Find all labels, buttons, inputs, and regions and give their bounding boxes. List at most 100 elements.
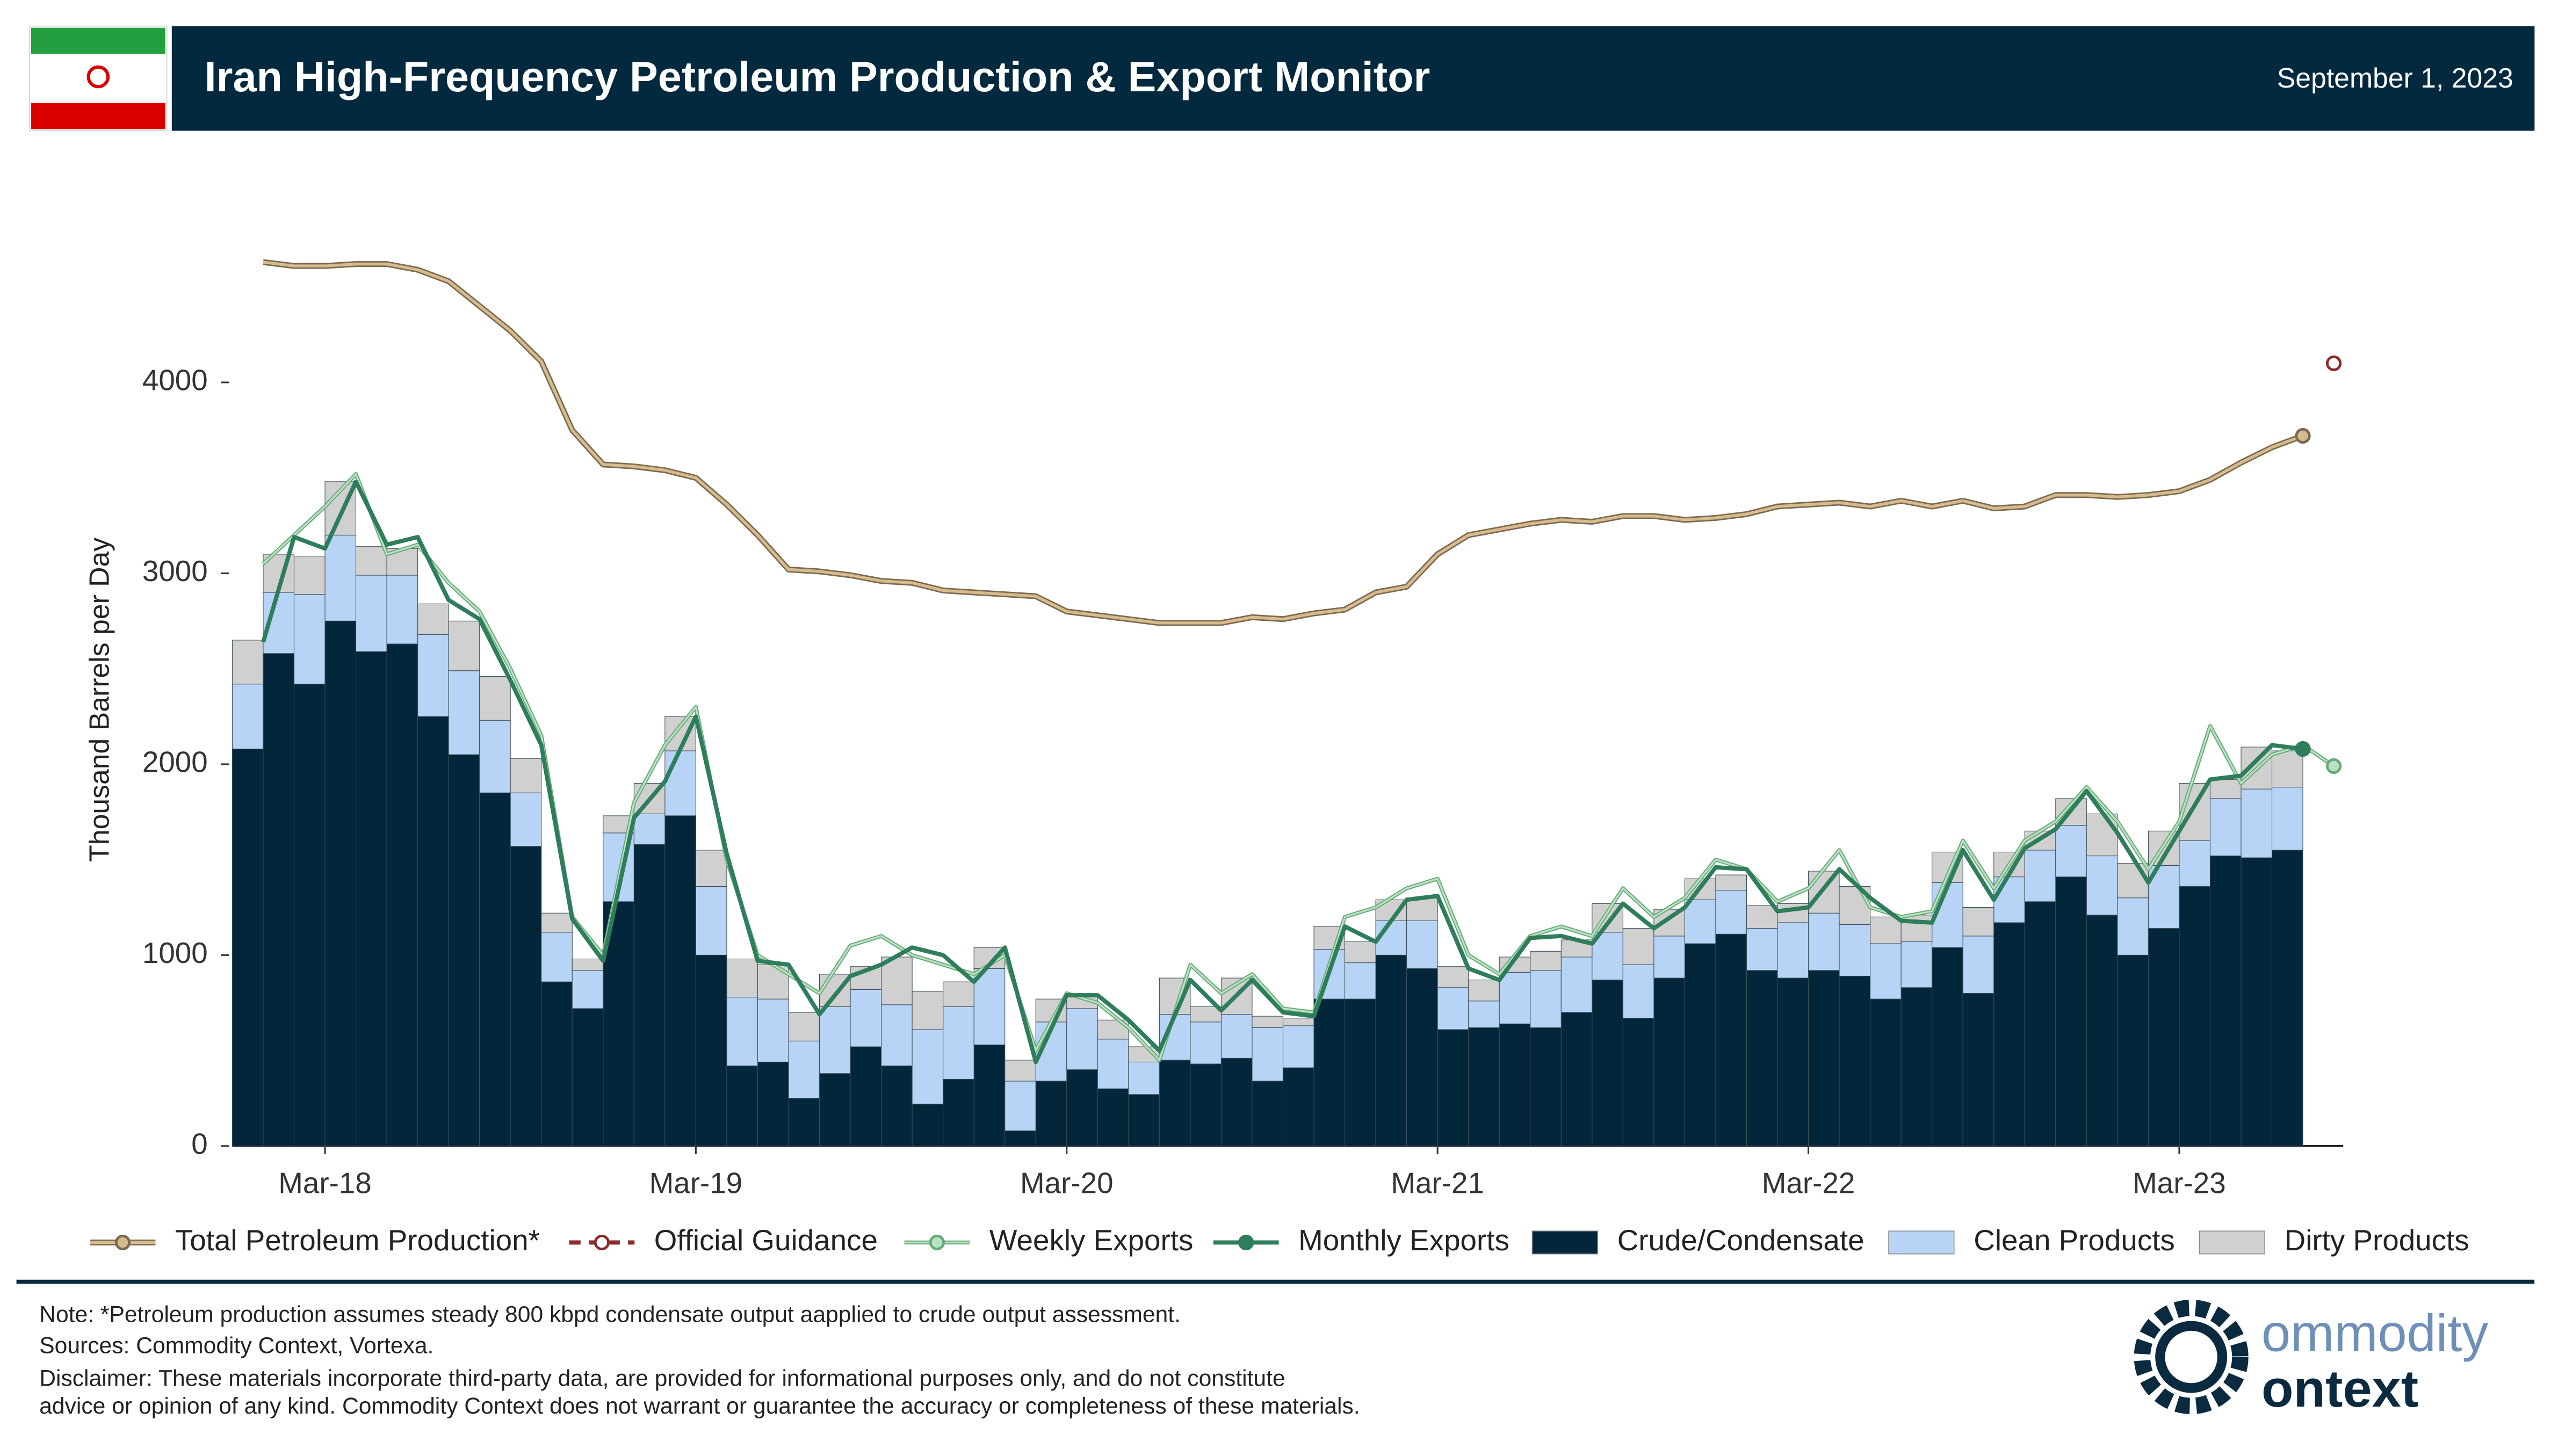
bar-segment xyxy=(510,846,542,1147)
flag-emblem xyxy=(86,65,110,89)
bar-segment xyxy=(1622,928,1654,965)
bar-segment xyxy=(664,750,696,816)
bar-segment xyxy=(1653,977,1685,1147)
bar-segment xyxy=(1313,998,1346,1147)
footer-note: Sources: Commodity Context, Vortexa. xyxy=(39,1333,433,1359)
bar-segment xyxy=(850,1046,882,1147)
bar-segment xyxy=(912,991,944,1030)
bar-segment xyxy=(1252,1027,1284,1082)
end-marker xyxy=(2325,355,2342,372)
x-tick-label: Mar-19 xyxy=(649,1166,743,1199)
x-tick-label: Mar-22 xyxy=(1762,1166,1855,1199)
bar-segment xyxy=(448,754,480,1147)
bar-segment xyxy=(356,546,387,576)
legend-label: Monthly Exports xyxy=(1298,1223,1509,1257)
bar-segment xyxy=(1962,936,1994,994)
bar-segment xyxy=(912,1029,944,1105)
bar-segment xyxy=(726,997,758,1067)
bar-segment xyxy=(695,850,727,887)
bar-segment xyxy=(1900,941,1933,988)
bar-segment xyxy=(1653,936,1685,979)
bar-segment xyxy=(479,792,511,1147)
bar-segment xyxy=(232,748,264,1147)
bar-segment xyxy=(1962,993,1994,1147)
logo: ommodity ontext xyxy=(2134,1299,2488,1418)
bar-segment xyxy=(293,684,326,1147)
bar-segment xyxy=(1252,1016,1284,1028)
end-marker xyxy=(2295,428,2311,444)
y-tick-label: 2000 xyxy=(142,745,208,778)
y-axis-label: Thousand Barrels per Day xyxy=(84,538,115,862)
bar-segment xyxy=(1715,890,1747,935)
bar-segment xyxy=(1437,987,1469,1030)
lines xyxy=(261,259,2342,1064)
flag-red xyxy=(31,103,165,129)
bar-segment xyxy=(1004,1130,1036,1147)
bar-segment xyxy=(1220,1057,1253,1147)
bar-segment xyxy=(1622,1018,1654,1147)
bar-segment xyxy=(881,1004,913,1067)
bar-segment xyxy=(324,620,357,1147)
bar-segment xyxy=(1066,1008,1098,1070)
bar-segment xyxy=(448,620,480,671)
bar-segment xyxy=(973,968,1006,1045)
bar-segment xyxy=(572,1008,604,1147)
bar-segment xyxy=(1282,1018,1314,1026)
bar-segment xyxy=(293,594,326,685)
bar-segment xyxy=(232,640,264,685)
y-tick-label: 1000 xyxy=(142,936,208,969)
bar-segment xyxy=(1468,1001,1500,1028)
bar-segment xyxy=(1437,1029,1469,1147)
bar-segment xyxy=(572,970,604,1009)
bar-segment xyxy=(2117,897,2149,955)
bar-segment xyxy=(1406,920,1438,969)
bar-segment xyxy=(1220,1014,1253,1059)
bar-segment xyxy=(2179,886,2210,1147)
bar-segment xyxy=(1839,975,1871,1147)
bar-segment xyxy=(1592,980,1623,1147)
legend-marker xyxy=(594,1234,610,1251)
bar-segment xyxy=(2117,863,2149,899)
bar-segment xyxy=(1097,1039,1129,1089)
bar-segment xyxy=(2209,779,2242,799)
bar-segment xyxy=(788,1040,820,1099)
bar-segment xyxy=(912,1104,944,1147)
bar-segment xyxy=(943,981,974,1007)
bar-segment xyxy=(1190,1022,1222,1064)
series-line xyxy=(263,260,2304,625)
bar-segment xyxy=(1035,1081,1067,1147)
bar-segment xyxy=(2055,825,2087,878)
bar-segment xyxy=(1746,970,1778,1147)
logo-text: ontext xyxy=(2261,1359,2418,1418)
bar-segment xyxy=(356,575,387,652)
bar-segment xyxy=(1746,905,1778,929)
bar-segment xyxy=(293,555,326,595)
y-tick-label: 0 xyxy=(191,1127,207,1160)
legend-label: Weekly Exports xyxy=(989,1223,1194,1257)
bar-segment xyxy=(881,957,913,1005)
bar-segment xyxy=(695,886,727,955)
logo-ring xyxy=(2155,1321,2228,1393)
bar-segment xyxy=(1530,951,1562,971)
bar-segment xyxy=(1530,1027,1562,1147)
bar-segment xyxy=(479,676,511,721)
bar-segment xyxy=(1777,922,1809,979)
bar-segment xyxy=(1066,1069,1098,1147)
bar-segment xyxy=(572,958,604,971)
bar-segment xyxy=(1870,943,1902,999)
bar-segment xyxy=(1282,1025,1314,1068)
bar-segment xyxy=(2271,750,2303,788)
bar-segment xyxy=(2086,813,2118,857)
bar-segment xyxy=(973,1044,1006,1147)
bar-segment xyxy=(232,684,264,750)
end-marker xyxy=(2295,741,2311,757)
bar-segment xyxy=(1808,912,1840,971)
bar-segment xyxy=(1406,897,1438,921)
bar-segment xyxy=(263,653,295,1147)
bar-segment xyxy=(417,634,449,717)
y-tick-label: 4000 xyxy=(142,363,208,396)
bar-segment xyxy=(2209,798,2242,857)
bar-segment xyxy=(324,534,357,621)
bar-segment xyxy=(633,813,666,845)
